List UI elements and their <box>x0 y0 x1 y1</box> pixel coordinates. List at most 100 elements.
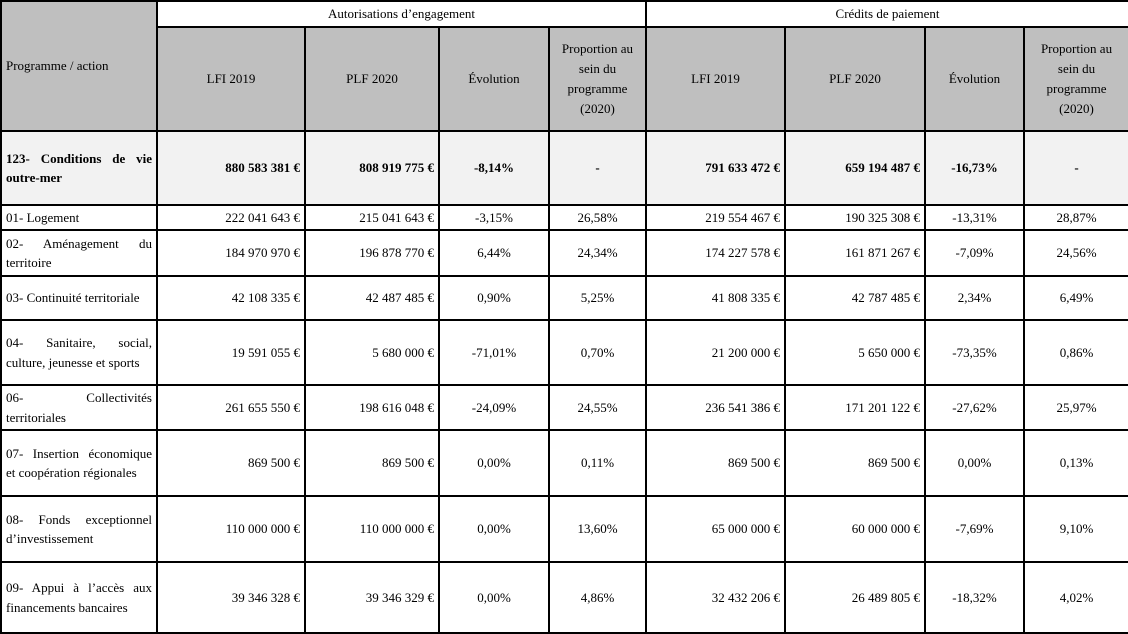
row-label: 09- Appui à l’accès aux financements ban… <box>0 561 158 634</box>
cell-ae-proportion: 4,86% <box>548 561 647 634</box>
cell-cp-lfi-2019: 791 633 472 € <box>645 130 786 206</box>
cell-ae-proportion: - <box>548 130 647 206</box>
cell-ae-evolution: 6,44% <box>438 229 550 277</box>
cell-cp-lfi-2019: 21 200 000 € <box>645 319 786 386</box>
cell-cp-evolution: 0,00% <box>924 429 1025 497</box>
cell-ae-plf-2020: 808 919 775 € <box>304 130 440 206</box>
cell-cp-proportion: 9,10% <box>1022 495 1128 563</box>
cell-cp-proportion: - <box>1022 130 1128 206</box>
cell-cp-proportion: 0,13% <box>1022 429 1128 497</box>
cell-ae-plf-2020: 5 680 000 € <box>304 319 440 386</box>
cell-cp-plf-2020: 42 787 485 € <box>784 275 926 321</box>
cell-cp-evolution: -18,32% <box>924 561 1025 634</box>
column-header-cp-evolution: Évolution <box>924 26 1025 132</box>
cell-cp-plf-2020: 60 000 000 € <box>784 495 926 563</box>
cell-cp-evolution: -7,69% <box>924 495 1025 563</box>
table-row-action-06: 06- Collectivités territoriales 261 655 … <box>0 384 1128 431</box>
cell-ae-lfi-2019: 222 041 643 € <box>156 204 306 231</box>
cell-cp-evolution: -27,62% <box>924 384 1025 431</box>
column-header-cp-plf-2020: PLF 2020 <box>784 26 926 132</box>
cell-ae-evolution: -3,15% <box>438 204 550 231</box>
cell-cp-evolution: -73,35% <box>924 319 1025 386</box>
cell-cp-plf-2020: 190 325 308 € <box>784 204 926 231</box>
cell-ae-plf-2020: 110 000 000 € <box>304 495 440 563</box>
cell-cp-proportion: 0,86% <box>1022 319 1128 386</box>
table-row-action-01: 01- Logement 222 041 643 € 215 041 643 €… <box>0 204 1128 231</box>
column-header-programme-action: Programme / action <box>0 0 158 132</box>
group-header-autorisations-engagement: Autorisations d’engagement <box>156 0 647 28</box>
row-label: 01- Logement <box>0 204 158 231</box>
table-row-action-03: 03- Continuité territoriale 42 108 335 €… <box>0 275 1128 321</box>
cell-cp-evolution: -7,09% <box>924 229 1025 277</box>
cell-ae-evolution: 0,00% <box>438 561 550 634</box>
row-label: 07- Insertion économique et coopération … <box>0 429 158 497</box>
cell-cp-lfi-2019: 32 432 206 € <box>645 561 786 634</box>
table-row-action-09: 09- Appui à l’accès aux financements ban… <box>0 561 1128 634</box>
cell-cp-plf-2020: 161 871 267 € <box>784 229 926 277</box>
cell-cp-proportion: 25,97% <box>1022 384 1128 431</box>
cell-cp-proportion: 4,02% <box>1022 561 1128 634</box>
table-row-action-02: 02- Aménagement du territoire 184 970 97… <box>0 229 1128 277</box>
table-row-programme-123: 123- Conditions de vie outre-mer 880 583… <box>0 130 1128 206</box>
cell-ae-plf-2020: 198 616 048 € <box>304 384 440 431</box>
column-header-ae-plf-2020: PLF 2020 <box>304 26 440 132</box>
cell-ae-proportion: 0,11% <box>548 429 647 497</box>
cell-cp-plf-2020: 26 489 805 € <box>784 561 926 634</box>
row-label: 08- Fonds exceptionnel d’investissement <box>0 495 158 563</box>
cell-ae-evolution: 0,00% <box>438 495 550 563</box>
cell-ae-proportion: 5,25% <box>548 275 647 321</box>
cell-ae-lfi-2019: 880 583 381 € <box>156 130 306 206</box>
sub-header-row: LFI 2019 PLF 2020 Évolution Proportion a… <box>1 26 1128 132</box>
cell-cp-lfi-2019: 236 541 386 € <box>645 384 786 431</box>
cell-ae-lfi-2019: 110 000 000 € <box>156 495 306 563</box>
cell-ae-plf-2020: 39 346 329 € <box>304 561 440 634</box>
cell-cp-plf-2020: 869 500 € <box>784 429 926 497</box>
table-row-action-04: 04- Sanitaire, social, culture, jeunesse… <box>0 319 1128 386</box>
cell-ae-plf-2020: 869 500 € <box>304 429 440 497</box>
cell-ae-evolution: 0,90% <box>438 275 550 321</box>
cell-ae-proportion: 13,60% <box>548 495 647 563</box>
cell-ae-plf-2020: 42 487 485 € <box>304 275 440 321</box>
cell-ae-proportion: 24,34% <box>548 229 647 277</box>
cell-cp-proportion: 6,49% <box>1022 275 1128 321</box>
cell-cp-lfi-2019: 219 554 467 € <box>645 204 786 231</box>
cell-ae-lfi-2019: 869 500 € <box>156 429 306 497</box>
cell-cp-plf-2020: 5 650 000 € <box>784 319 926 386</box>
cell-cp-plf-2020: 171 201 122 € <box>784 384 926 431</box>
column-header-ae-lfi-2019: LFI 2019 <box>156 26 306 132</box>
cell-cp-lfi-2019: 869 500 € <box>645 429 786 497</box>
cell-cp-evolution: -13,31% <box>924 204 1025 231</box>
cell-cp-plf-2020: 659 194 487 € <box>784 130 926 206</box>
column-header-cp-lfi-2019: LFI 2019 <box>645 26 786 132</box>
cell-ae-proportion: 0,70% <box>548 319 647 386</box>
cell-cp-proportion: 24,56% <box>1022 229 1128 277</box>
cell-ae-plf-2020: 196 878 770 € <box>304 229 440 277</box>
cell-cp-lfi-2019: 65 000 000 € <box>645 495 786 563</box>
cell-cp-evolution: -16,73% <box>924 130 1025 206</box>
cell-ae-evolution: -24,09% <box>438 384 550 431</box>
cell-ae-lfi-2019: 184 970 970 € <box>156 229 306 277</box>
column-header-ae-evolution: Évolution <box>438 26 550 132</box>
cell-cp-lfi-2019: 41 808 335 € <box>645 275 786 321</box>
cell-cp-lfi-2019: 174 227 578 € <box>645 229 786 277</box>
cell-ae-lfi-2019: 42 108 335 € <box>156 275 306 321</box>
cell-ae-plf-2020: 215 041 643 € <box>304 204 440 231</box>
group-header-credits-paiement: Crédits de paiement <box>644 0 1128 28</box>
table-row-action-08: 08- Fonds exceptionnel d’investissement … <box>0 495 1128 563</box>
cell-ae-lfi-2019: 19 591 055 € <box>156 319 306 386</box>
cell-ae-evolution: -8,14% <box>438 130 550 206</box>
cell-ae-lfi-2019: 261 655 550 € <box>156 384 306 431</box>
row-label: 04- Sanitaire, social, culture, jeunesse… <box>0 319 158 386</box>
cell-ae-lfi-2019: 39 346 328 € <box>156 561 306 634</box>
row-label: 02- Aménagement du territoire <box>0 229 158 277</box>
cell-ae-proportion: 26,58% <box>548 204 647 231</box>
row-label: 06- Collectivités territoriales <box>0 384 158 431</box>
table-row-action-07: 07- Insertion économique et coopération … <box>0 429 1128 497</box>
cell-ae-evolution: -71,01% <box>438 319 550 386</box>
row-label: 123- Conditions de vie outre-mer <box>0 130 158 206</box>
cell-ae-proportion: 24,55% <box>548 384 647 431</box>
group-header-row: Programme / action Autorisations d’engag… <box>0 0 1128 132</box>
cell-cp-evolution: 2,34% <box>924 275 1025 321</box>
cell-cp-proportion: 28,87% <box>1022 204 1128 231</box>
